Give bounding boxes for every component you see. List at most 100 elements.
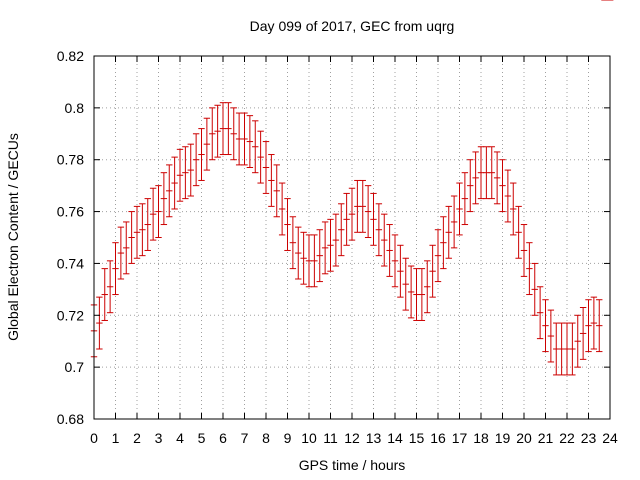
x-tick-label: 5 bbox=[198, 430, 206, 446]
error-bar-point bbox=[273, 164, 280, 218]
error-bar-point bbox=[440, 216, 447, 270]
error-bar-point bbox=[155, 185, 162, 238]
error-bar-point bbox=[569, 322, 576, 376]
error-bar-point bbox=[311, 234, 318, 288]
error-bar-point bbox=[402, 257, 409, 311]
error-bar-point bbox=[515, 205, 522, 259]
y-tick-label: 0.8 bbox=[65, 100, 85, 116]
x-tick-label: 24 bbox=[602, 430, 618, 446]
x-tick-label: 11 bbox=[323, 430, 338, 446]
error-bar-point bbox=[187, 143, 194, 197]
x-tick-label: 14 bbox=[387, 430, 403, 446]
x-tick-label: 0 bbox=[90, 430, 98, 446]
error-bar-point bbox=[563, 322, 571, 376]
error-bar-point bbox=[574, 314, 581, 368]
x-tick-label: 7 bbox=[241, 430, 249, 446]
error-bar-point bbox=[327, 218, 334, 272]
error-bar-point bbox=[558, 322, 565, 376]
x-tick-labels: 0 1 2 3 4 5 6 7 8 9 10 11 12 13 14 15 16 17 18 19 20 21 22 23 24 bbox=[90, 430, 618, 446]
error-bar-point bbox=[144, 198, 151, 251]
error-bar-point bbox=[198, 128, 205, 181]
error-bar-point bbox=[450, 195, 458, 249]
error-bar-point bbox=[106, 260, 114, 314]
error-bar-point bbox=[397, 244, 404, 298]
y-tick-label: 0.74 bbox=[57, 255, 84, 271]
error-bar-point bbox=[531, 262, 538, 316]
y-tick-labels: 0.68 0.7 0.72 0.74 0.76 0.78 0.8 0.82 bbox=[57, 48, 84, 427]
error-bar-point bbox=[252, 120, 259, 174]
x-tick-label: 4 bbox=[176, 430, 184, 446]
error-bar-point bbox=[338, 203, 345, 257]
x-tick-label: 2 bbox=[133, 430, 141, 446]
x-tick-label: 3 bbox=[155, 430, 163, 446]
error-bar-point bbox=[526, 242, 533, 296]
axis-ticks bbox=[93, 55, 611, 420]
y-tick-label: 0.72 bbox=[57, 307, 84, 323]
error-bar-point bbox=[499, 159, 506, 213]
x-tick-label: 22 bbox=[559, 430, 575, 446]
error-bar-point bbox=[407, 265, 415, 319]
error-bar-point bbox=[246, 115, 254, 168]
y-tick-label: 0.82 bbox=[57, 48, 84, 64]
x-tick-label: 16 bbox=[430, 430, 446, 446]
error-bar-point bbox=[262, 141, 270, 194]
error-bar-point bbox=[321, 221, 329, 275]
error-bar-point bbox=[542, 299, 549, 353]
y-tick-label: 0.76 bbox=[57, 204, 84, 220]
error-bar-point bbox=[375, 203, 383, 257]
error-bar-point bbox=[128, 211, 135, 264]
y-tick-label: 0.7 bbox=[65, 359, 85, 375]
error-bar-point bbox=[101, 268, 108, 321]
error-bar-point bbox=[203, 117, 211, 171]
error-bar-point bbox=[354, 179, 361, 233]
error-bar-point bbox=[332, 213, 340, 267]
error-bar-point bbox=[472, 151, 479, 205]
x-tick-label: 19 bbox=[495, 430, 511, 446]
error-bar-point bbox=[364, 185, 372, 238]
error-bar-point bbox=[488, 146, 495, 200]
x-tick-label: 1 bbox=[112, 430, 120, 446]
x-tick-label: 17 bbox=[452, 430, 468, 446]
error-bar-point bbox=[305, 234, 313, 288]
error-bar-point bbox=[225, 102, 232, 156]
error-bar-point bbox=[192, 133, 200, 187]
chart-title: Day 099 of 2017, GEC from uqrg bbox=[250, 18, 455, 34]
error-bar-point bbox=[176, 148, 184, 202]
error-bar-point bbox=[467, 159, 474, 213]
error-bar-point bbox=[445, 205, 452, 259]
error-bar-point bbox=[456, 182, 463, 236]
y-tick-label: 0.68 bbox=[57, 411, 84, 427]
error-bar-point bbox=[295, 226, 302, 280]
error-bar-point bbox=[493, 151, 501, 205]
error-bar-point bbox=[386, 224, 393, 277]
y-axis-label: Global Electron Content / GECUs bbox=[5, 133, 21, 341]
error-bar-point bbox=[300, 231, 307, 285]
x-tick-label: 20 bbox=[516, 430, 532, 446]
error-bar-point bbox=[214, 104, 221, 158]
error-bar-point bbox=[370, 192, 377, 246]
error-bar-point bbox=[257, 130, 264, 184]
error-bar-point bbox=[536, 286, 544, 340]
error-bar-point bbox=[278, 182, 286, 236]
y-tick-label: 0.78 bbox=[57, 152, 84, 168]
x-tick-label: 6 bbox=[219, 430, 227, 446]
error-bar-point bbox=[547, 309, 555, 363]
error-bar-point bbox=[230, 107, 237, 161]
error-bar-point bbox=[510, 182, 517, 236]
error-bar-point bbox=[117, 226, 125, 280]
x-tick-label: 10 bbox=[301, 430, 317, 446]
error-bar-point bbox=[590, 296, 598, 350]
error-bar-point bbox=[289, 216, 297, 270]
error-bar-point bbox=[182, 146, 189, 200]
error-bar-point bbox=[359, 179, 366, 233]
error-bar-point bbox=[585, 299, 592, 353]
error-bar-series bbox=[90, 0, 614, 376]
error-bar-point bbox=[284, 198, 291, 251]
error-bar-point bbox=[520, 224, 528, 277]
error-bar-point bbox=[483, 146, 490, 200]
error-bar-point bbox=[139, 203, 146, 257]
error-bar-point bbox=[219, 102, 227, 156]
error-bar-point bbox=[149, 187, 157, 241]
error-bar-point bbox=[553, 322, 560, 376]
x-axis-label: GPS time / hours bbox=[299, 457, 406, 473]
